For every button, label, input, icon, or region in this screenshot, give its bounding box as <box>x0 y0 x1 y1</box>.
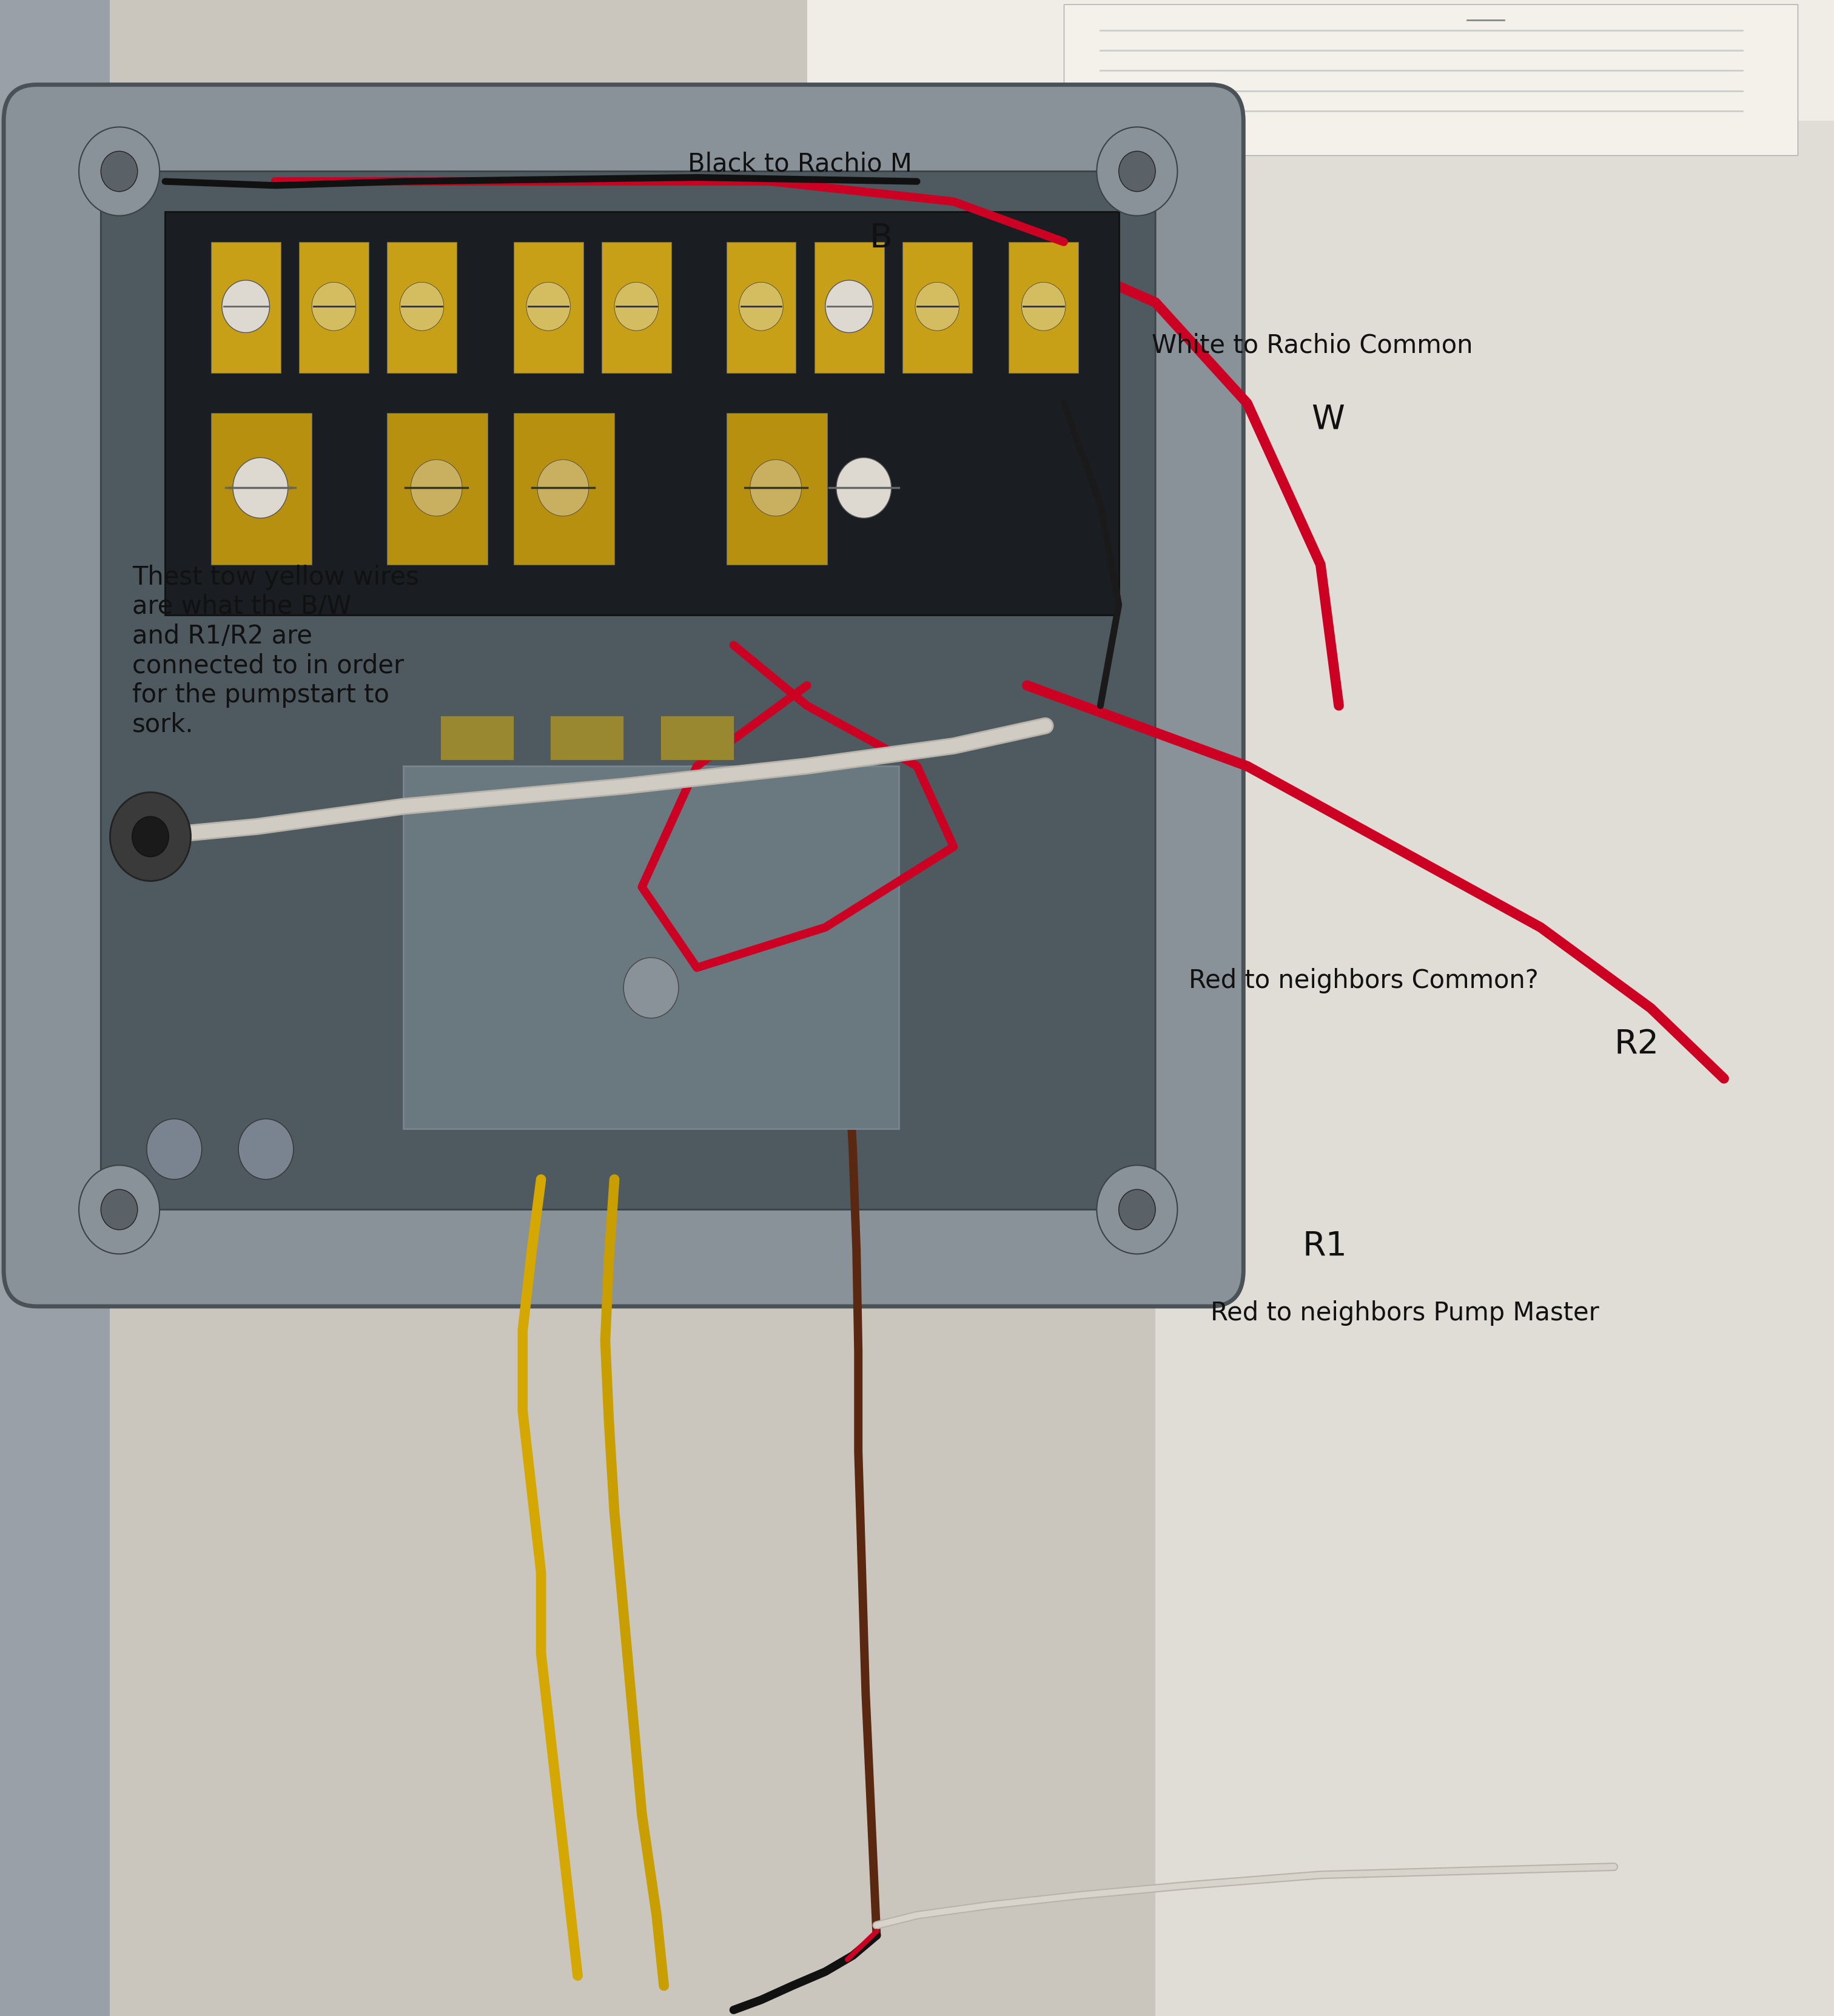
Circle shape <box>1097 1165 1177 1254</box>
Text: Thest tow yellow wires
are what the B/W
and R1/R2 are
connected to in order
for : Thest tow yellow wires are what the B/W … <box>132 564 418 738</box>
Circle shape <box>411 460 462 516</box>
Bar <box>814 242 884 373</box>
Bar <box>550 716 624 760</box>
Circle shape <box>238 1119 293 1179</box>
Bar <box>902 242 972 373</box>
Bar <box>387 413 488 564</box>
Bar <box>299 242 369 373</box>
Circle shape <box>825 280 873 333</box>
Bar <box>1155 0 1834 2016</box>
Circle shape <box>739 282 783 331</box>
Bar <box>514 242 583 373</box>
Text: White to Rachio Common: White to Rachio Common <box>1152 333 1473 359</box>
Text: Red to neighbors Common?: Red to neighbors Common? <box>1188 968 1539 994</box>
Circle shape <box>101 151 138 192</box>
Circle shape <box>235 460 286 516</box>
Text: Red to neighbors Pump Master: Red to neighbors Pump Master <box>1210 1300 1599 1327</box>
Bar <box>514 413 614 564</box>
Bar <box>726 413 827 564</box>
Circle shape <box>750 460 801 516</box>
Circle shape <box>1119 151 1155 192</box>
Bar <box>165 212 1119 615</box>
Circle shape <box>836 458 891 518</box>
FancyBboxPatch shape <box>101 171 1155 1210</box>
Circle shape <box>827 282 871 331</box>
Circle shape <box>79 1165 160 1254</box>
FancyBboxPatch shape <box>4 85 1243 1306</box>
Circle shape <box>233 458 288 518</box>
Circle shape <box>312 282 356 331</box>
Bar <box>110 0 1155 2016</box>
Bar <box>602 242 671 373</box>
Circle shape <box>915 282 959 331</box>
Bar <box>0 0 110 2016</box>
Circle shape <box>614 282 658 331</box>
Circle shape <box>147 1119 202 1179</box>
Circle shape <box>1119 1189 1155 1230</box>
Circle shape <box>1022 282 1066 331</box>
Circle shape <box>624 958 679 1018</box>
Text: R2: R2 <box>1614 1028 1658 1060</box>
Circle shape <box>526 282 570 331</box>
Bar <box>440 716 514 760</box>
Circle shape <box>110 792 191 881</box>
Circle shape <box>132 816 169 857</box>
Bar <box>1064 4 1797 155</box>
Circle shape <box>400 282 444 331</box>
Bar <box>211 242 281 373</box>
Text: B: B <box>869 222 893 254</box>
Bar <box>387 242 457 373</box>
Circle shape <box>79 127 160 216</box>
Bar <box>660 716 734 760</box>
Circle shape <box>1097 127 1177 216</box>
Bar <box>807 0 1834 121</box>
Text: R1: R1 <box>1302 1230 1346 1262</box>
Circle shape <box>222 280 270 333</box>
Text: Black to Rachio M: Black to Rachio M <box>688 151 911 177</box>
Bar <box>726 242 796 373</box>
Bar <box>211 413 312 564</box>
Bar <box>403 766 899 1129</box>
Circle shape <box>224 282 268 331</box>
Bar <box>1009 242 1078 373</box>
Circle shape <box>101 1189 138 1230</box>
Text: W: W <box>1311 403 1344 435</box>
Circle shape <box>537 460 589 516</box>
